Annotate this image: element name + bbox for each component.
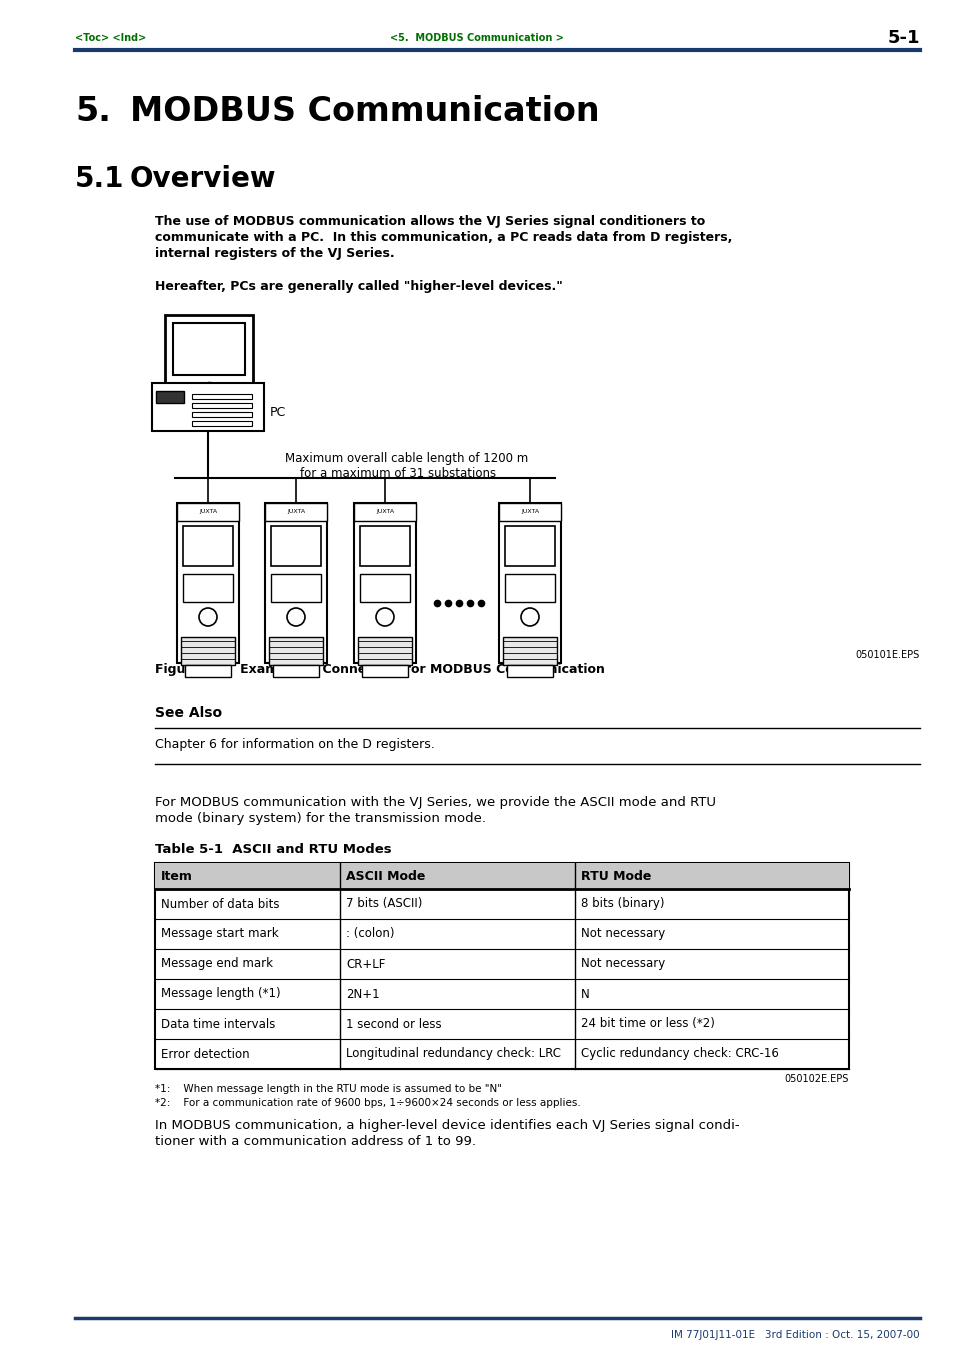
Bar [177,503,239,521]
Text: Overview: Overview [130,165,276,193]
Text: 5-1: 5-1 [886,28,919,47]
Bar [354,503,416,663]
Text: Maximum overall cable length of 1200 m: Maximum overall cable length of 1200 m [285,453,528,465]
Bar [506,665,553,677]
Text: 1 second or less: 1 second or less [346,1017,441,1031]
Text: communicate with a PC.  In this communication, a PC reads data from D registers,: communicate with a PC. In this communica… [154,231,732,245]
Text: PC: PC [270,405,286,419]
Text: internal registers of the VJ Series.: internal registers of the VJ Series. [154,247,395,259]
Bar [185,665,231,677]
Text: Item: Item [161,870,193,884]
Bar [183,526,233,566]
Text: JUXTA: JUXTA [520,509,538,515]
Bar [273,665,318,677]
Text: MODBUS Communication: MODBUS Communication [130,95,599,128]
Text: 7 bits (ASCII): 7 bits (ASCII) [346,897,422,911]
Text: 5.: 5. [75,95,111,128]
Text: Data time intervals: Data time intervals [161,1017,275,1031]
Text: <Toc> <Ind>: <Toc> <Ind> [75,32,146,43]
Text: JUXTA: JUXTA [287,509,305,515]
Text: for a maximum of 31 substations: for a maximum of 31 substations [299,467,496,480]
Text: Not necessary: Not necessary [580,928,664,940]
Bar [269,638,323,665]
Bar [354,503,416,521]
Bar [177,503,239,663]
Circle shape [199,608,216,626]
Text: In MODBUS communication, a higher-level device identifies each VJ Series signal : In MODBUS communication, a higher-level … [154,1119,739,1132]
Text: mode (binary system) for the transmission mode.: mode (binary system) for the transmissio… [154,812,485,825]
Bar [504,526,555,566]
Text: 050101E.EPS: 050101E.EPS [855,650,919,661]
Text: Hereafter, PCs are generally called "higher-level devices.": Hereafter, PCs are generally called "hig… [154,280,562,293]
Bar [154,863,848,889]
Text: Cyclic redundancy check: CRC-16: Cyclic redundancy check: CRC-16 [580,1047,778,1061]
Text: CR+LF: CR+LF [346,958,385,970]
Text: 8 bits (binary): 8 bits (binary) [580,897,664,911]
Circle shape [375,608,394,626]
Bar [156,390,184,403]
Text: Table 5-1  ASCII and RTU Modes: Table 5-1 ASCII and RTU Modes [154,843,392,857]
Text: JUXTA: JUXTA [199,509,217,515]
Text: N: N [580,988,589,1001]
Text: Message length (*1): Message length (*1) [161,988,280,1001]
Text: Message end mark: Message end mark [161,958,273,970]
Text: The use of MODBUS communication allows the VJ Series signal conditioners to: The use of MODBUS communication allows t… [154,215,704,228]
Text: <5.  MODBUS Communication >: <5. MODBUS Communication > [390,32,563,43]
Text: For MODBUS communication with the VJ Series, we provide the ASCII mode and RTU: For MODBUS communication with the VJ Ser… [154,796,716,809]
Text: Number of data bits: Number of data bits [161,897,279,911]
Circle shape [520,608,538,626]
Bar [192,422,252,426]
Bar [359,574,410,603]
Text: Chapter 6 for information on the D registers.: Chapter 6 for information on the D regis… [154,738,435,751]
Text: 2N+1: 2N+1 [346,988,379,1001]
Text: JUXTA: JUXTA [375,509,394,515]
Bar [165,315,253,382]
Bar [502,638,557,665]
Bar [172,323,245,376]
Text: Error detection: Error detection [161,1047,250,1061]
Text: tioner with a communication address of 1 to 99.: tioner with a communication address of 1… [154,1135,476,1148]
Text: IM 77J01J11-01E   3rd Edition : Oct. 15, 2007-00: IM 77J01J11-01E 3rd Edition : Oct. 15, 2… [671,1329,919,1340]
Bar [357,638,412,665]
Bar [152,382,264,431]
Bar [271,574,320,603]
Bar [265,503,327,521]
Bar [192,403,252,408]
Text: See Also: See Also [154,707,222,720]
Text: ASCII Mode: ASCII Mode [346,870,425,884]
Bar [271,526,320,566]
Bar [265,503,327,663]
Text: *1:    When message length in the RTU mode is assumed to be "N": *1: When message length in the RTU mode … [154,1084,501,1094]
Bar [361,665,408,677]
Text: Not necessary: Not necessary [580,958,664,970]
Text: : (colon): : (colon) [346,928,395,940]
Text: *2:    For a communication rate of 9600 bps, 1÷9600×24 seconds or less applies.: *2: For a communication rate of 9600 bps… [154,1098,580,1108]
Text: RTU Mode: RTU Mode [580,870,651,884]
Text: Message start mark: Message start mark [161,928,278,940]
Circle shape [287,608,305,626]
Text: 050102E.EPS: 050102E.EPS [783,1074,848,1084]
Text: Longitudinal redundancy check: LRC: Longitudinal redundancy check: LRC [346,1047,560,1061]
Bar [192,394,252,399]
Bar [192,412,252,417]
Text: 5.1: 5.1 [75,165,124,193]
Bar [181,638,234,665]
Bar [183,574,233,603]
Text: 24 bit time or less (*2): 24 bit time or less (*2) [580,1017,714,1031]
Bar [498,503,560,663]
Text: Figure 5-1   Example of Connection for MODBUS Communication: Figure 5-1 Example of Connection for MOD… [154,663,604,676]
Bar [504,574,555,603]
Bar [498,503,560,521]
Bar [154,863,848,1069]
Bar [359,526,410,566]
